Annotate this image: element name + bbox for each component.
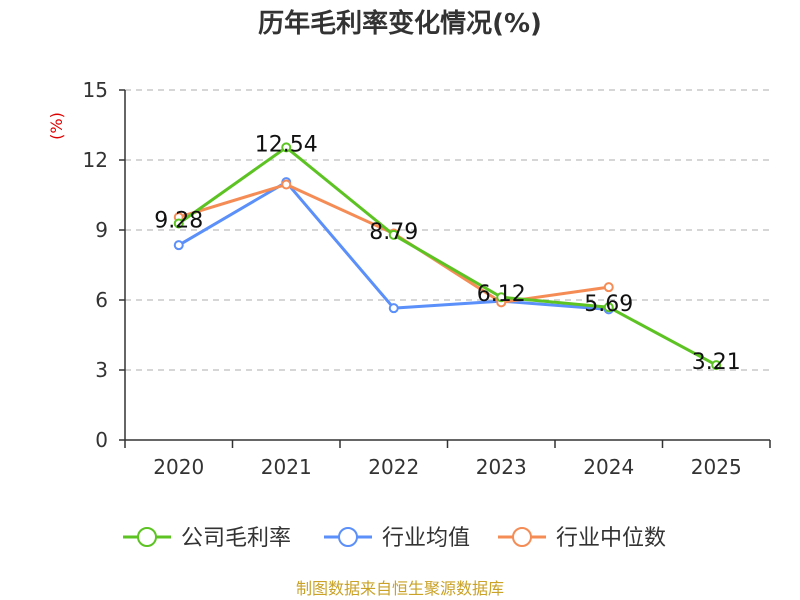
gridlines: [125, 89, 770, 371]
y-tick-label: 6: [95, 288, 108, 312]
source-note: 制图数据来自恒生聚源数据库: [296, 579, 504, 598]
y-tick-label: 15: [83, 78, 108, 102]
data-point: [603, 302, 614, 313]
data-point: [281, 142, 292, 153]
data-point: [603, 282, 614, 293]
data-label: 6.12: [477, 282, 526, 307]
legend-label: 公司毛利率: [181, 526, 291, 551]
series-lines: [173, 142, 722, 371]
legend-marker-icon: [512, 527, 532, 547]
legend-item[interactable]: 公司毛利率: [123, 526, 291, 551]
x-tick-label: 2023: [476, 455, 527, 479]
y-tick-label: 9: [95, 218, 108, 242]
legend[interactable]: 公司毛利率 行业均值 行业中位数: [123, 526, 666, 551]
data-label: 3.21: [692, 350, 741, 375]
chart-title: 历年毛利率变化情况(%): [258, 8, 542, 39]
legend-label: 行业均值: [382, 526, 470, 551]
x-tick-label: 2024: [583, 455, 634, 479]
series-line: [177, 145, 717, 367]
data-point: [496, 292, 507, 303]
legend-item[interactable]: 行业中位数: [498, 526, 666, 551]
x-tick-label: 2020: [153, 455, 204, 479]
x-tick-label: 2025: [691, 455, 742, 479]
series-line: [177, 180, 609, 311]
data-label: 9.28: [154, 208, 203, 233]
data-point: [281, 179, 292, 190]
legend-item[interactable]: 行业均值: [324, 526, 470, 551]
data-label: 8.79: [369, 220, 418, 245]
data-point: [388, 303, 399, 314]
x-tick-label: 2021: [261, 455, 312, 479]
data-label: 12.54: [255, 132, 318, 157]
data-point: [711, 360, 722, 371]
y-axis-unit-label: (%): [47, 112, 66, 140]
data-point: [173, 218, 184, 229]
data-point: [388, 229, 399, 240]
y-tick-label: 0: [95, 428, 108, 452]
legend-marker-icon: [338, 527, 358, 547]
legend-marker-icon: [137, 527, 157, 547]
y-tick-label: 3: [95, 358, 108, 382]
legend-label: 行业中位数: [556, 526, 666, 551]
data-label: 5.69: [584, 292, 633, 317]
x-tick-label: 2022: [368, 455, 419, 479]
data-point: [173, 240, 184, 251]
y-tick-label: 12: [83, 148, 108, 172]
data-labels: 9.28 12.54 8.79 6.12 5.69 3.21: [154, 132, 740, 375]
axes: 0 3 6 9 12 15 2020 2021 2022 2023 2024 2025: [83, 78, 771, 479]
